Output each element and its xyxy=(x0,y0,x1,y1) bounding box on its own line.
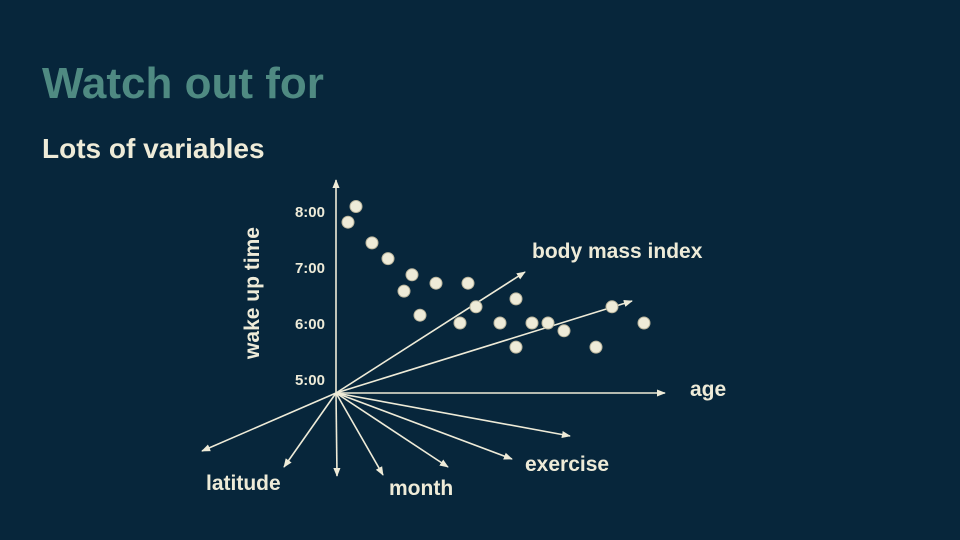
latitude-lower-axis-arrow xyxy=(283,392,337,468)
scatter-point xyxy=(381,252,395,266)
scatter-point xyxy=(605,300,619,314)
scatter-point xyxy=(509,340,523,354)
scatter-point xyxy=(453,316,467,330)
exercise-upper-axis-arrow xyxy=(335,392,571,439)
age-label: age xyxy=(690,378,726,401)
month-right-axis-arrow xyxy=(335,392,449,468)
scatter-point xyxy=(541,316,555,330)
scatter-point xyxy=(413,308,427,322)
slide-title: Watch out for xyxy=(42,59,324,108)
scatter-point xyxy=(461,276,475,290)
month-axis-arrow xyxy=(335,392,384,476)
latitude-axis-arrow xyxy=(201,392,337,452)
slide-subtitle: Lots of variables xyxy=(42,133,265,164)
axes xyxy=(201,179,666,477)
y-axis-label: wake up time xyxy=(241,227,264,360)
scatter-points xyxy=(341,200,651,354)
age-upper-axis-arrow xyxy=(335,299,633,394)
body-mass-index-label: body mass index xyxy=(532,240,703,263)
scatter-point xyxy=(509,292,523,306)
scatter-point xyxy=(365,236,379,250)
scatter-point xyxy=(429,276,443,290)
y-tick-label: 7:00 xyxy=(295,260,325,277)
scatter-point xyxy=(397,284,411,298)
y-axis-ticks: 8:00 7:00 6:00 5:00 xyxy=(295,204,325,389)
scatter-point xyxy=(469,300,483,314)
body-mass-index-axis-arrow xyxy=(335,271,526,394)
scatter-point xyxy=(349,200,363,213)
scatter-point xyxy=(405,268,419,282)
scatter-point xyxy=(525,316,539,330)
y-tick-label: 5:00 xyxy=(295,372,325,389)
latitude-label: latitude xyxy=(206,472,281,495)
month-label: month xyxy=(389,477,453,500)
exercise-axis-arrow xyxy=(335,392,513,460)
scatter-point xyxy=(557,324,571,338)
downward-axis-arrow xyxy=(333,392,341,477)
y-tick-label: 6:00 xyxy=(295,316,325,333)
exercise-label: exercise xyxy=(525,453,609,476)
scatter-point xyxy=(637,316,651,330)
scatter-point xyxy=(493,316,507,330)
scatter-point xyxy=(341,215,355,229)
y-tick-label: 8:00 xyxy=(295,204,325,221)
scatter-point xyxy=(589,340,603,354)
